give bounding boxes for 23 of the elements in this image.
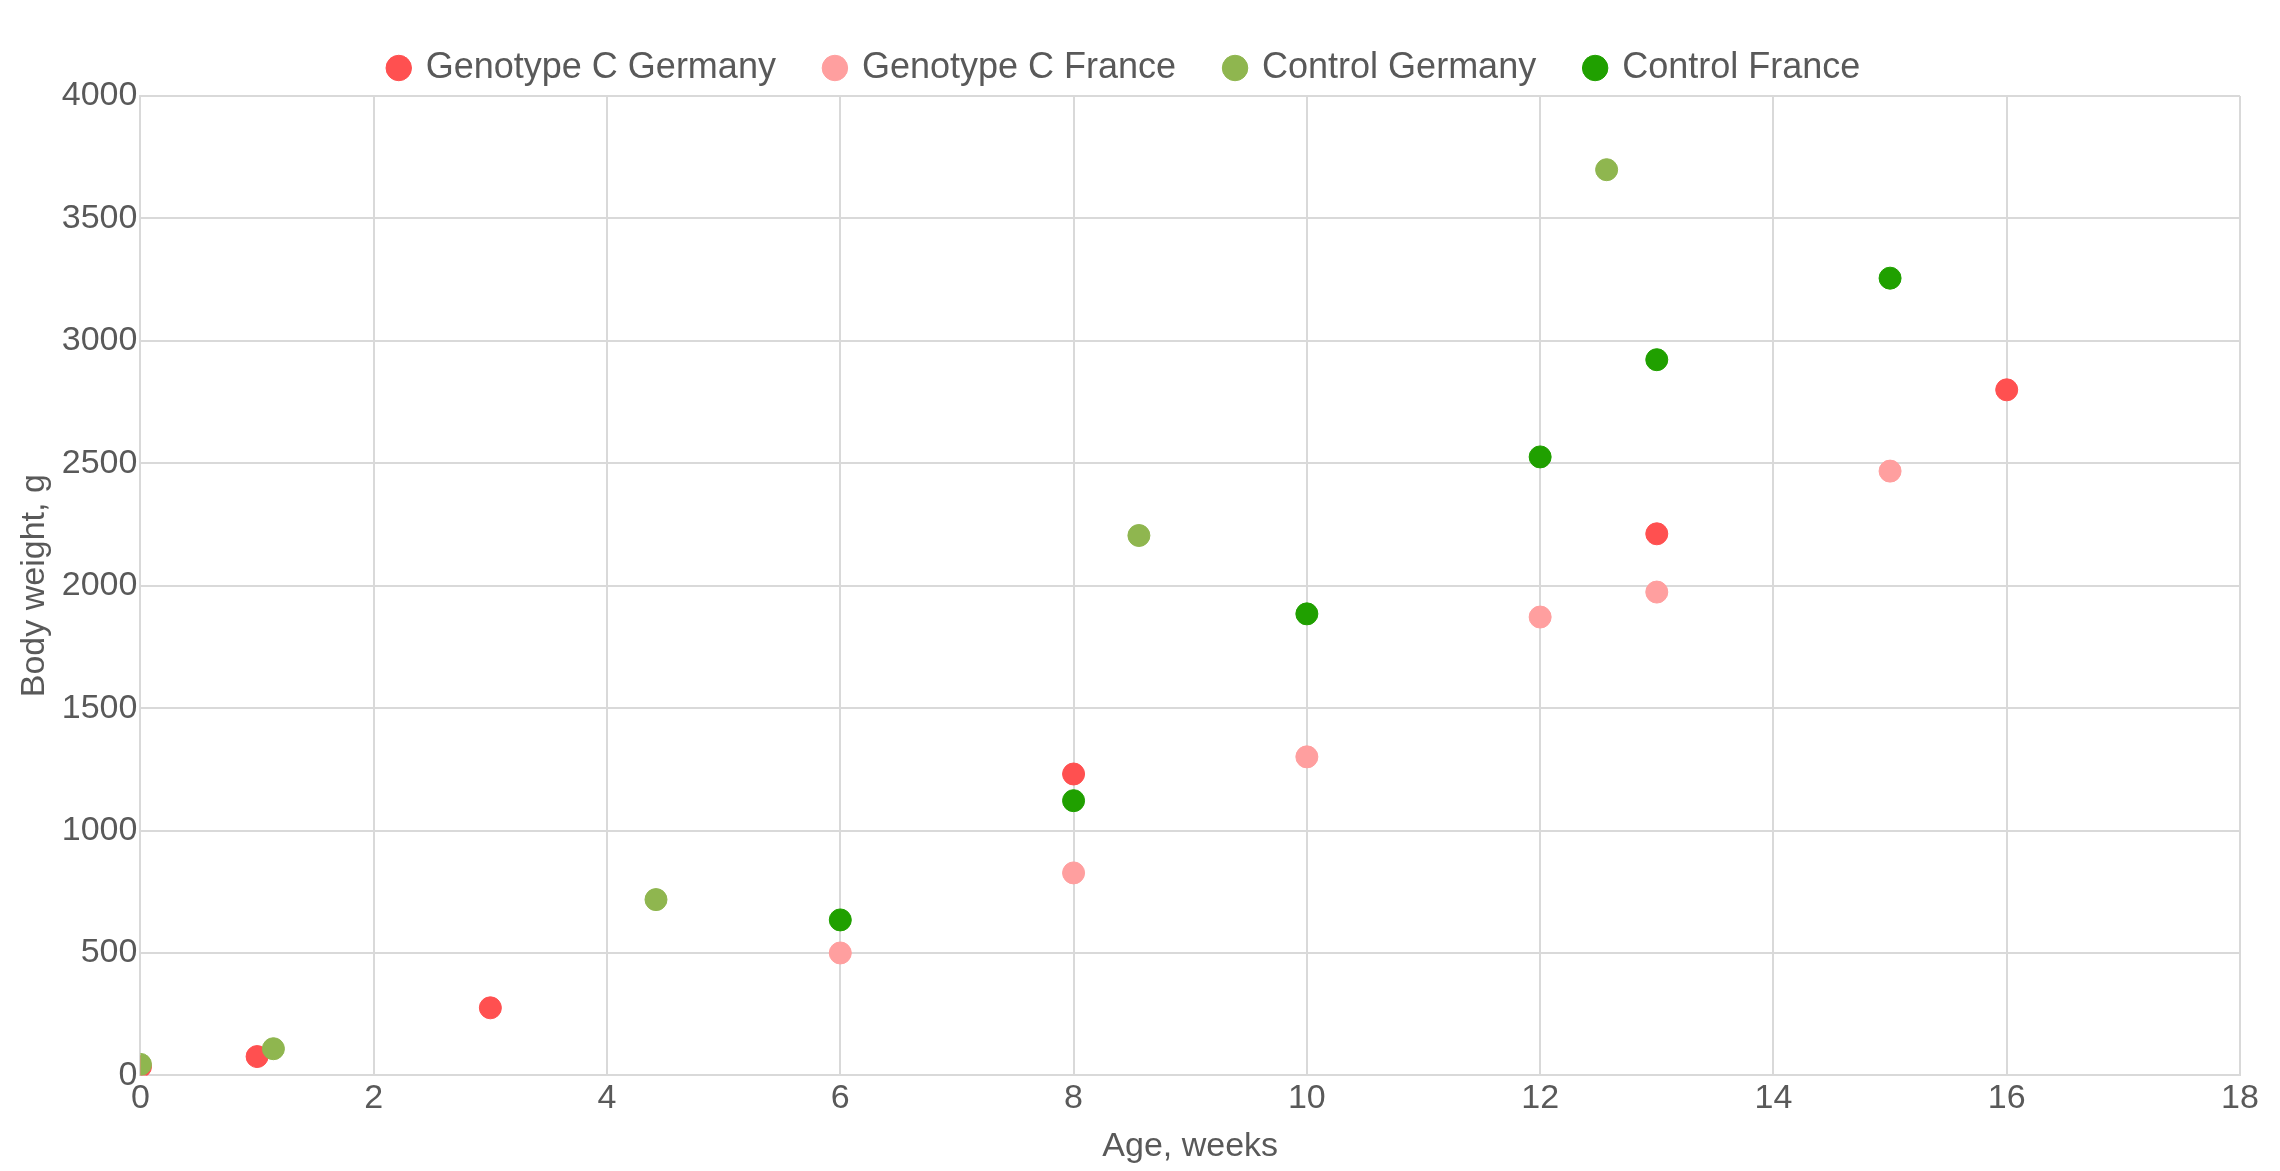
y-tick-label: 1500 (61, 686, 138, 725)
legend-label: Control Germany (1262, 44, 1537, 86)
x-axis-title: Age, weeks (1102, 1124, 1279, 1163)
y-tick-label: 3500 (61, 196, 138, 235)
legend-label: Genotype C France (861, 44, 1177, 86)
y-tick-label: 4000 (61, 74, 138, 113)
x-tick-label: 10 (1287, 1077, 1326, 1116)
y-tick-label: 500 (80, 931, 138, 970)
x-tick-label: 14 (1754, 1077, 1793, 1116)
x-tick-label: 4 (597, 1077, 617, 1116)
y-axis-title: Body weight, g (12, 474, 51, 698)
x-tick-label: 8 (1064, 1077, 1084, 1116)
x-tick-label: 16 (1987, 1077, 2026, 1116)
legend-label: Genotype C Germany (425, 44, 776, 86)
x-tick-label: 18 (2221, 1077, 2259, 1116)
y-tick-label: 3000 (61, 319, 138, 358)
y-tick-label: 2000 (61, 564, 138, 603)
legend-label: Control France (1622, 44, 1861, 86)
x-tick-label: 6 (830, 1077, 850, 1116)
y-tick-label: 2500 (61, 441, 138, 480)
y-tick-label: 1000 (61, 808, 138, 847)
x-tick-label: 12 (1521, 1077, 1560, 1116)
x-tick-label: 2 (364, 1077, 384, 1116)
